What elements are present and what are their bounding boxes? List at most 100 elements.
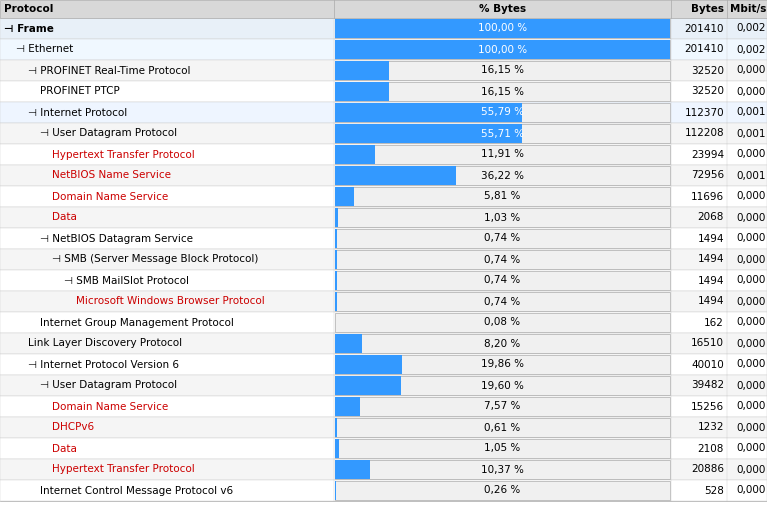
- Text: 0,001: 0,001: [736, 129, 766, 139]
- Bar: [0, 438, 767, 459]
- Bar: [335, 397, 360, 416]
- Bar: [0, 186, 767, 207]
- Bar: [0, 18, 767, 39]
- Text: 0,000: 0,000: [736, 359, 766, 370]
- Bar: [335, 82, 389, 101]
- Text: 112370: 112370: [684, 108, 724, 118]
- Bar: [335, 124, 670, 143]
- Bar: [335, 145, 375, 164]
- Text: Data: Data: [52, 444, 77, 453]
- Bar: [335, 124, 522, 143]
- Bar: [335, 166, 456, 185]
- Bar: [335, 103, 670, 122]
- Text: Hypertext Transfer Protocol: Hypertext Transfer Protocol: [52, 150, 195, 160]
- Text: 2068: 2068: [698, 212, 724, 222]
- Text: Domain Name Service: Domain Name Service: [52, 191, 168, 201]
- Text: 0,000: 0,000: [736, 317, 766, 327]
- Text: 1232: 1232: [697, 423, 724, 433]
- Bar: [335, 481, 336, 500]
- Text: 16,15 %: 16,15 %: [481, 65, 524, 75]
- Text: 162: 162: [704, 317, 724, 327]
- Text: Microsoft Windows Browser Protocol: Microsoft Windows Browser Protocol: [76, 297, 265, 306]
- Bar: [335, 418, 670, 437]
- Bar: [335, 439, 670, 458]
- Text: 15256: 15256: [691, 402, 724, 412]
- Bar: [335, 397, 670, 416]
- Text: ⊣ User Datagram Protocol: ⊣ User Datagram Protocol: [40, 129, 177, 139]
- Bar: [0, 123, 767, 144]
- Text: 0,74 %: 0,74 %: [485, 297, 521, 306]
- Text: ⊣ Internet Protocol Version 6: ⊣ Internet Protocol Version 6: [28, 359, 179, 370]
- Text: 201410: 201410: [684, 44, 724, 54]
- Text: PROFINET PTCP: PROFINET PTCP: [40, 86, 120, 97]
- Bar: [335, 187, 670, 206]
- Text: 100,00 %: 100,00 %: [478, 24, 527, 33]
- Text: 1,03 %: 1,03 %: [485, 212, 521, 222]
- Text: 1494: 1494: [697, 255, 724, 265]
- Bar: [335, 61, 670, 80]
- Bar: [335, 19, 670, 38]
- Bar: [335, 460, 370, 479]
- Text: 0,000: 0,000: [736, 402, 766, 412]
- Text: 0,000: 0,000: [736, 150, 766, 160]
- Text: 72956: 72956: [691, 170, 724, 180]
- Text: ⊣ SMB (Server Message Block Protocol): ⊣ SMB (Server Message Block Protocol): [52, 255, 258, 265]
- Bar: [0, 459, 767, 480]
- Text: 100,00 %: 100,00 %: [478, 44, 527, 54]
- Text: 32520: 32520: [691, 86, 724, 97]
- Text: 0,74 %: 0,74 %: [485, 276, 521, 286]
- Text: Hypertext Transfer Protocol: Hypertext Transfer Protocol: [52, 464, 195, 474]
- Text: 0,000: 0,000: [736, 255, 766, 265]
- Text: 23994: 23994: [691, 150, 724, 160]
- Bar: [335, 145, 670, 164]
- Text: % Bytes: % Bytes: [479, 4, 526, 14]
- Bar: [335, 250, 337, 269]
- Bar: [0, 291, 767, 312]
- Text: 0,61 %: 0,61 %: [485, 423, 521, 433]
- Text: 55,79 %: 55,79 %: [481, 108, 524, 118]
- Text: 10,37 %: 10,37 %: [481, 464, 524, 474]
- Text: Data: Data: [52, 212, 77, 222]
- Text: 0,000: 0,000: [736, 233, 766, 244]
- Bar: [0, 333, 767, 354]
- Text: Internet Control Message Protocol v6: Internet Control Message Protocol v6: [40, 485, 233, 495]
- Text: 55,71 %: 55,71 %: [481, 129, 524, 139]
- Bar: [335, 271, 670, 290]
- Bar: [335, 229, 337, 248]
- Text: 0,001: 0,001: [736, 108, 766, 118]
- Bar: [335, 19, 670, 38]
- Text: NetBIOS Name Service: NetBIOS Name Service: [52, 170, 171, 180]
- Bar: [0, 249, 767, 270]
- Bar: [335, 292, 337, 311]
- Bar: [335, 82, 670, 101]
- Bar: [0, 0, 767, 18]
- Text: 0,000: 0,000: [736, 338, 766, 348]
- Text: 2108: 2108: [698, 444, 724, 453]
- Text: 19,86 %: 19,86 %: [481, 359, 524, 370]
- Text: 0,000: 0,000: [736, 212, 766, 222]
- Text: 19,60 %: 19,60 %: [481, 381, 524, 391]
- Bar: [0, 396, 767, 417]
- Text: 11696: 11696: [691, 191, 724, 201]
- Bar: [0, 39, 767, 60]
- Bar: [0, 375, 767, 396]
- Text: 0,08 %: 0,08 %: [485, 317, 521, 327]
- Text: 16510: 16510: [691, 338, 724, 348]
- Text: 1,05 %: 1,05 %: [485, 444, 521, 453]
- Bar: [335, 40, 670, 59]
- Bar: [335, 439, 338, 458]
- Bar: [335, 481, 670, 500]
- Bar: [335, 208, 338, 227]
- Bar: [0, 480, 767, 501]
- Text: ⊣ SMB MailSlot Protocol: ⊣ SMB MailSlot Protocol: [64, 276, 189, 286]
- Bar: [0, 60, 767, 81]
- Text: 39482: 39482: [691, 381, 724, 391]
- Text: 0,000: 0,000: [736, 297, 766, 306]
- Text: ⊣ User Datagram Protocol: ⊣ User Datagram Protocol: [40, 381, 177, 391]
- Text: 0,002: 0,002: [736, 44, 766, 54]
- Bar: [0, 312, 767, 333]
- Bar: [0, 102, 767, 123]
- Bar: [335, 334, 670, 353]
- Text: 112208: 112208: [684, 129, 724, 139]
- Text: 20886: 20886: [691, 464, 724, 474]
